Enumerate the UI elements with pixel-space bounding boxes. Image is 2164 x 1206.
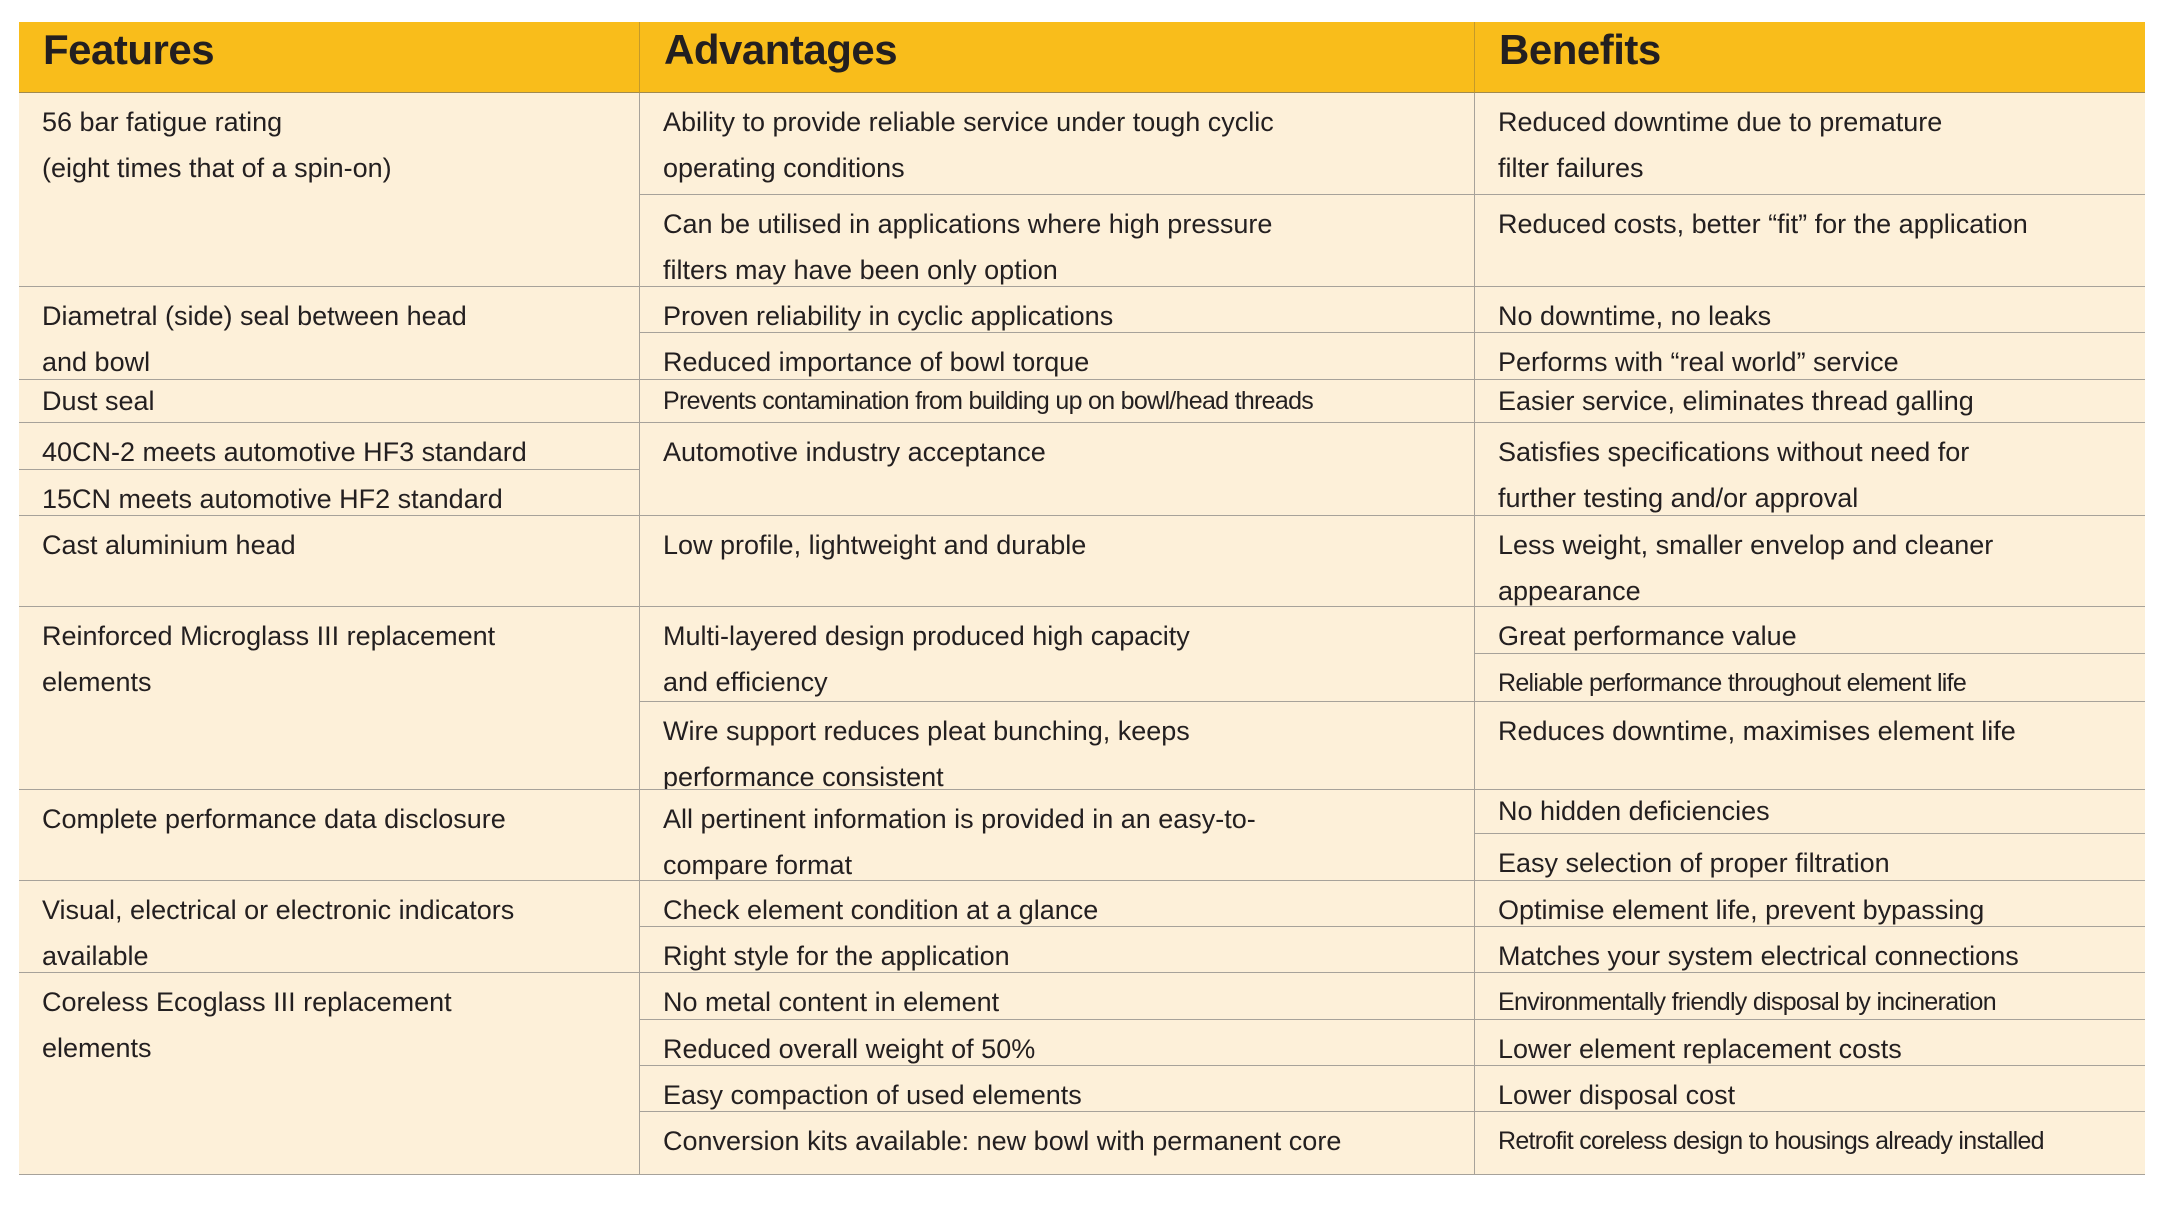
benefit-cell: Lower element replacement costs — [1475, 1020, 2145, 1066]
benefit-cell: Performs with “real world” service — [1475, 333, 2145, 380]
advantage-cell: Ability to provide reliable service unde… — [640, 93, 1475, 195]
advantage-cell: Reduced importance of bowl torque — [640, 333, 1475, 380]
feature-cell: 56 bar fatigue rating (eight times that … — [19, 93, 640, 287]
feature-cell: Visual, electrical or electronic indicat… — [19, 881, 640, 973]
benefit-cell: Easy selection of proper filtration — [1475, 834, 2145, 881]
feature-cell: Reinforced Microglass III replacement el… — [19, 607, 640, 790]
features-advantages-benefits-table: Features Advantages Benefits 56 bar fati… — [19, 22, 2145, 1175]
benefit-cell: Environmentally friendly disposal by inc… — [1475, 973, 2145, 1020]
header-advantages: Advantages — [640, 22, 1475, 93]
advantage-cell: No metal content in element — [640, 973, 1475, 1020]
benefit-cell: Easier service, eliminates thread gallin… — [1475, 380, 2145, 423]
advantage-cell: Right style for the application — [640, 927, 1475, 973]
benefit-cell: Retrofit coreless design to housings alr… — [1475, 1112, 2145, 1175]
feature-cell: Dust seal — [19, 380, 640, 423]
benefit-cell: Less weight, smaller envelop and cleaner… — [1475, 516, 2145, 607]
feature-cell: 40CN-2 meets automotive HF3 standard — [19, 423, 640, 470]
benefit-cell: Reduced costs, better “fit” for the appl… — [1475, 195, 2145, 287]
benefit-cell: Reliable performance throughout element … — [1475, 654, 2145, 702]
advantage-cell: All pertinent information is provided in… — [640, 790, 1475, 881]
benefit-cell: Satisfies specifications without need fo… — [1475, 423, 2145, 516]
benefit-cell: Optimise element life, prevent bypassing — [1475, 881, 2145, 927]
advantage-cell: Reduced overall weight of 50% — [640, 1020, 1475, 1066]
benefit-cell: Matches your system electrical connectio… — [1475, 927, 2145, 973]
advantage-cell: Prevents contamination from building up … — [640, 380, 1475, 423]
benefit-cell: Reduced downtime due to premature filter… — [1475, 93, 2145, 195]
benefit-cell: No downtime, no leaks — [1475, 287, 2145, 333]
feature-cell: Diametral (side) seal between head and b… — [19, 287, 640, 380]
feature-cell: Complete performance data disclosure — [19, 790, 640, 881]
advantage-cell: Easy compaction of used elements — [640, 1066, 1475, 1112]
header-features: Features — [19, 22, 640, 93]
advantage-cell: Automotive industry acceptance — [640, 423, 1475, 516]
advantage-cell: Conversion kits available: new bowl with… — [640, 1112, 1475, 1175]
header-benefits: Benefits — [1475, 22, 2145, 93]
advantage-cell: Can be utilised in applications where hi… — [640, 195, 1475, 287]
benefit-cell: Great performance value — [1475, 607, 2145, 654]
advantage-cell: Proven reliability in cyclic application… — [640, 287, 1475, 333]
feature-cell: 15CN meets automotive HF2 standard — [19, 470, 640, 516]
benefit-cell: Reduces downtime, maximises element life — [1475, 702, 2145, 790]
advantage-cell: Check element condition at a glance — [640, 881, 1475, 927]
benefit-cell: Lower disposal cost — [1475, 1066, 2145, 1112]
feature-cell: Coreless Ecoglass III replacement elemen… — [19, 973, 640, 1175]
feature-cell: Cast aluminium head — [19, 516, 640, 607]
advantage-cell: Wire support reduces pleat bunching, kee… — [640, 702, 1475, 790]
advantage-cell: Low profile, lightweight and durable — [640, 516, 1475, 607]
benefit-cell: No hidden deficiencies — [1475, 790, 2145, 834]
advantage-cell: Multi-layered design produced high capac… — [640, 607, 1475, 702]
